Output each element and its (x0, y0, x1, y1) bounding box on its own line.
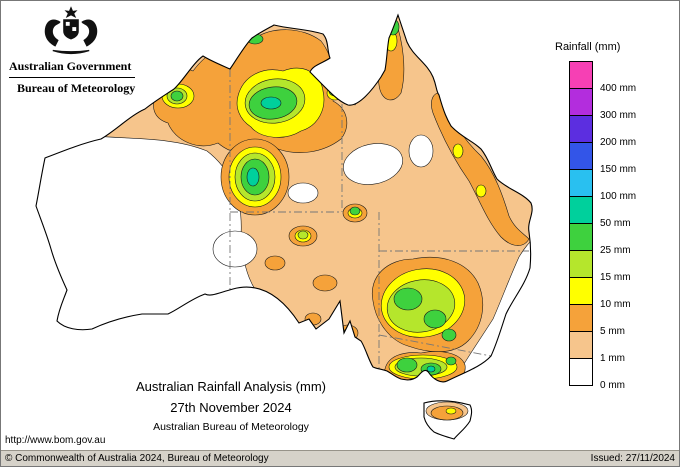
legend-label: 0 mm (600, 380, 625, 391)
coat-of-arms-logo (44, 6, 98, 55)
legend-row: 400 mm (570, 62, 636, 94)
legend-label: 200 mm (600, 137, 637, 148)
legend-swatch (570, 170, 592, 196)
legend-label: 5 mm (600, 326, 625, 337)
legend-swatch (570, 143, 592, 169)
legend-swatch (570, 89, 592, 115)
issued-date: Issued: 27/11/2024 (590, 453, 675, 464)
legend-swatch (570, 116, 592, 142)
caption-date: 27th November 2024 (170, 400, 292, 415)
legend-label: 10 mm (600, 299, 631, 310)
legend-label: 1 mm (600, 353, 625, 364)
contour-0mm-holes (212, 134, 434, 268)
legend-swatch (570, 251, 592, 277)
legend-row: 5 mm (570, 305, 625, 337)
legend-label: 150 mm (600, 164, 637, 175)
caption-org: Australian Bureau of Meteorology (153, 421, 309, 433)
map-caption: Australian Rainfall Analysis (mm) 27th N… (41, 379, 421, 433)
legend-swatch (570, 332, 592, 358)
rainfall-legend: Rainfall (mm) 400 mm 300 mm 200 mm 150 m… (553, 41, 677, 391)
australia-rainfall-map (35, 13, 533, 440)
legend-label: 50 mm (600, 218, 631, 229)
legend-label: 15 mm (600, 272, 631, 283)
coastline-outline (35, 13, 533, 440)
legend-row: 300 mm (570, 89, 636, 121)
legend-row: 15 mm (570, 251, 631, 283)
government-name: Australian Government (9, 59, 132, 73)
legend-label: 100 mm (600, 191, 637, 202)
legend-swatch (570, 359, 592, 385)
legend-row: 25 mm (570, 224, 631, 256)
legend-row: 0 mm (570, 359, 625, 391)
legend-row: 150 mm (570, 143, 636, 175)
legend-row: 200 mm (570, 116, 636, 148)
legend-row: 10 mm (570, 278, 631, 310)
legend-swatch (570, 278, 592, 304)
legend-label: 300 mm (600, 110, 637, 121)
legend-row: 50 mm (570, 197, 631, 229)
status-bar: © Commonwealth of Australia 2024, Bureau… (1, 450, 679, 466)
legend-swatch (570, 62, 592, 88)
caption-title: Australian Rainfall Analysis (mm) (135, 379, 326, 394)
legend-color-bar: 400 mm 300 mm 200 mm 150 mm 100 mm 50 mm… (569, 61, 636, 391)
bureau-name: Bureau of Meteorology (17, 81, 136, 95)
legend-swatch (570, 224, 592, 250)
legend-swatch (570, 305, 592, 331)
legend-label: 25 mm (600, 245, 631, 256)
header-divider (9, 77, 135, 78)
state-borders (229, 69, 529, 369)
legend-swatch (570, 197, 592, 223)
legend-row: 100 mm (570, 170, 636, 202)
agency-header: Australian Government Bureau of Meteorol… (9, 5, 169, 96)
copyright-text: © Commonwealth of Australia 2024, Bureau… (5, 453, 269, 464)
bom-url: http://www.bom.gov.au (5, 435, 106, 446)
legend-title: Rainfall (mm) (555, 41, 621, 53)
contour-50mm (246, 96, 436, 373)
legend-row: 1 mm (570, 332, 625, 364)
legend-label: 400 mm (600, 83, 637, 94)
